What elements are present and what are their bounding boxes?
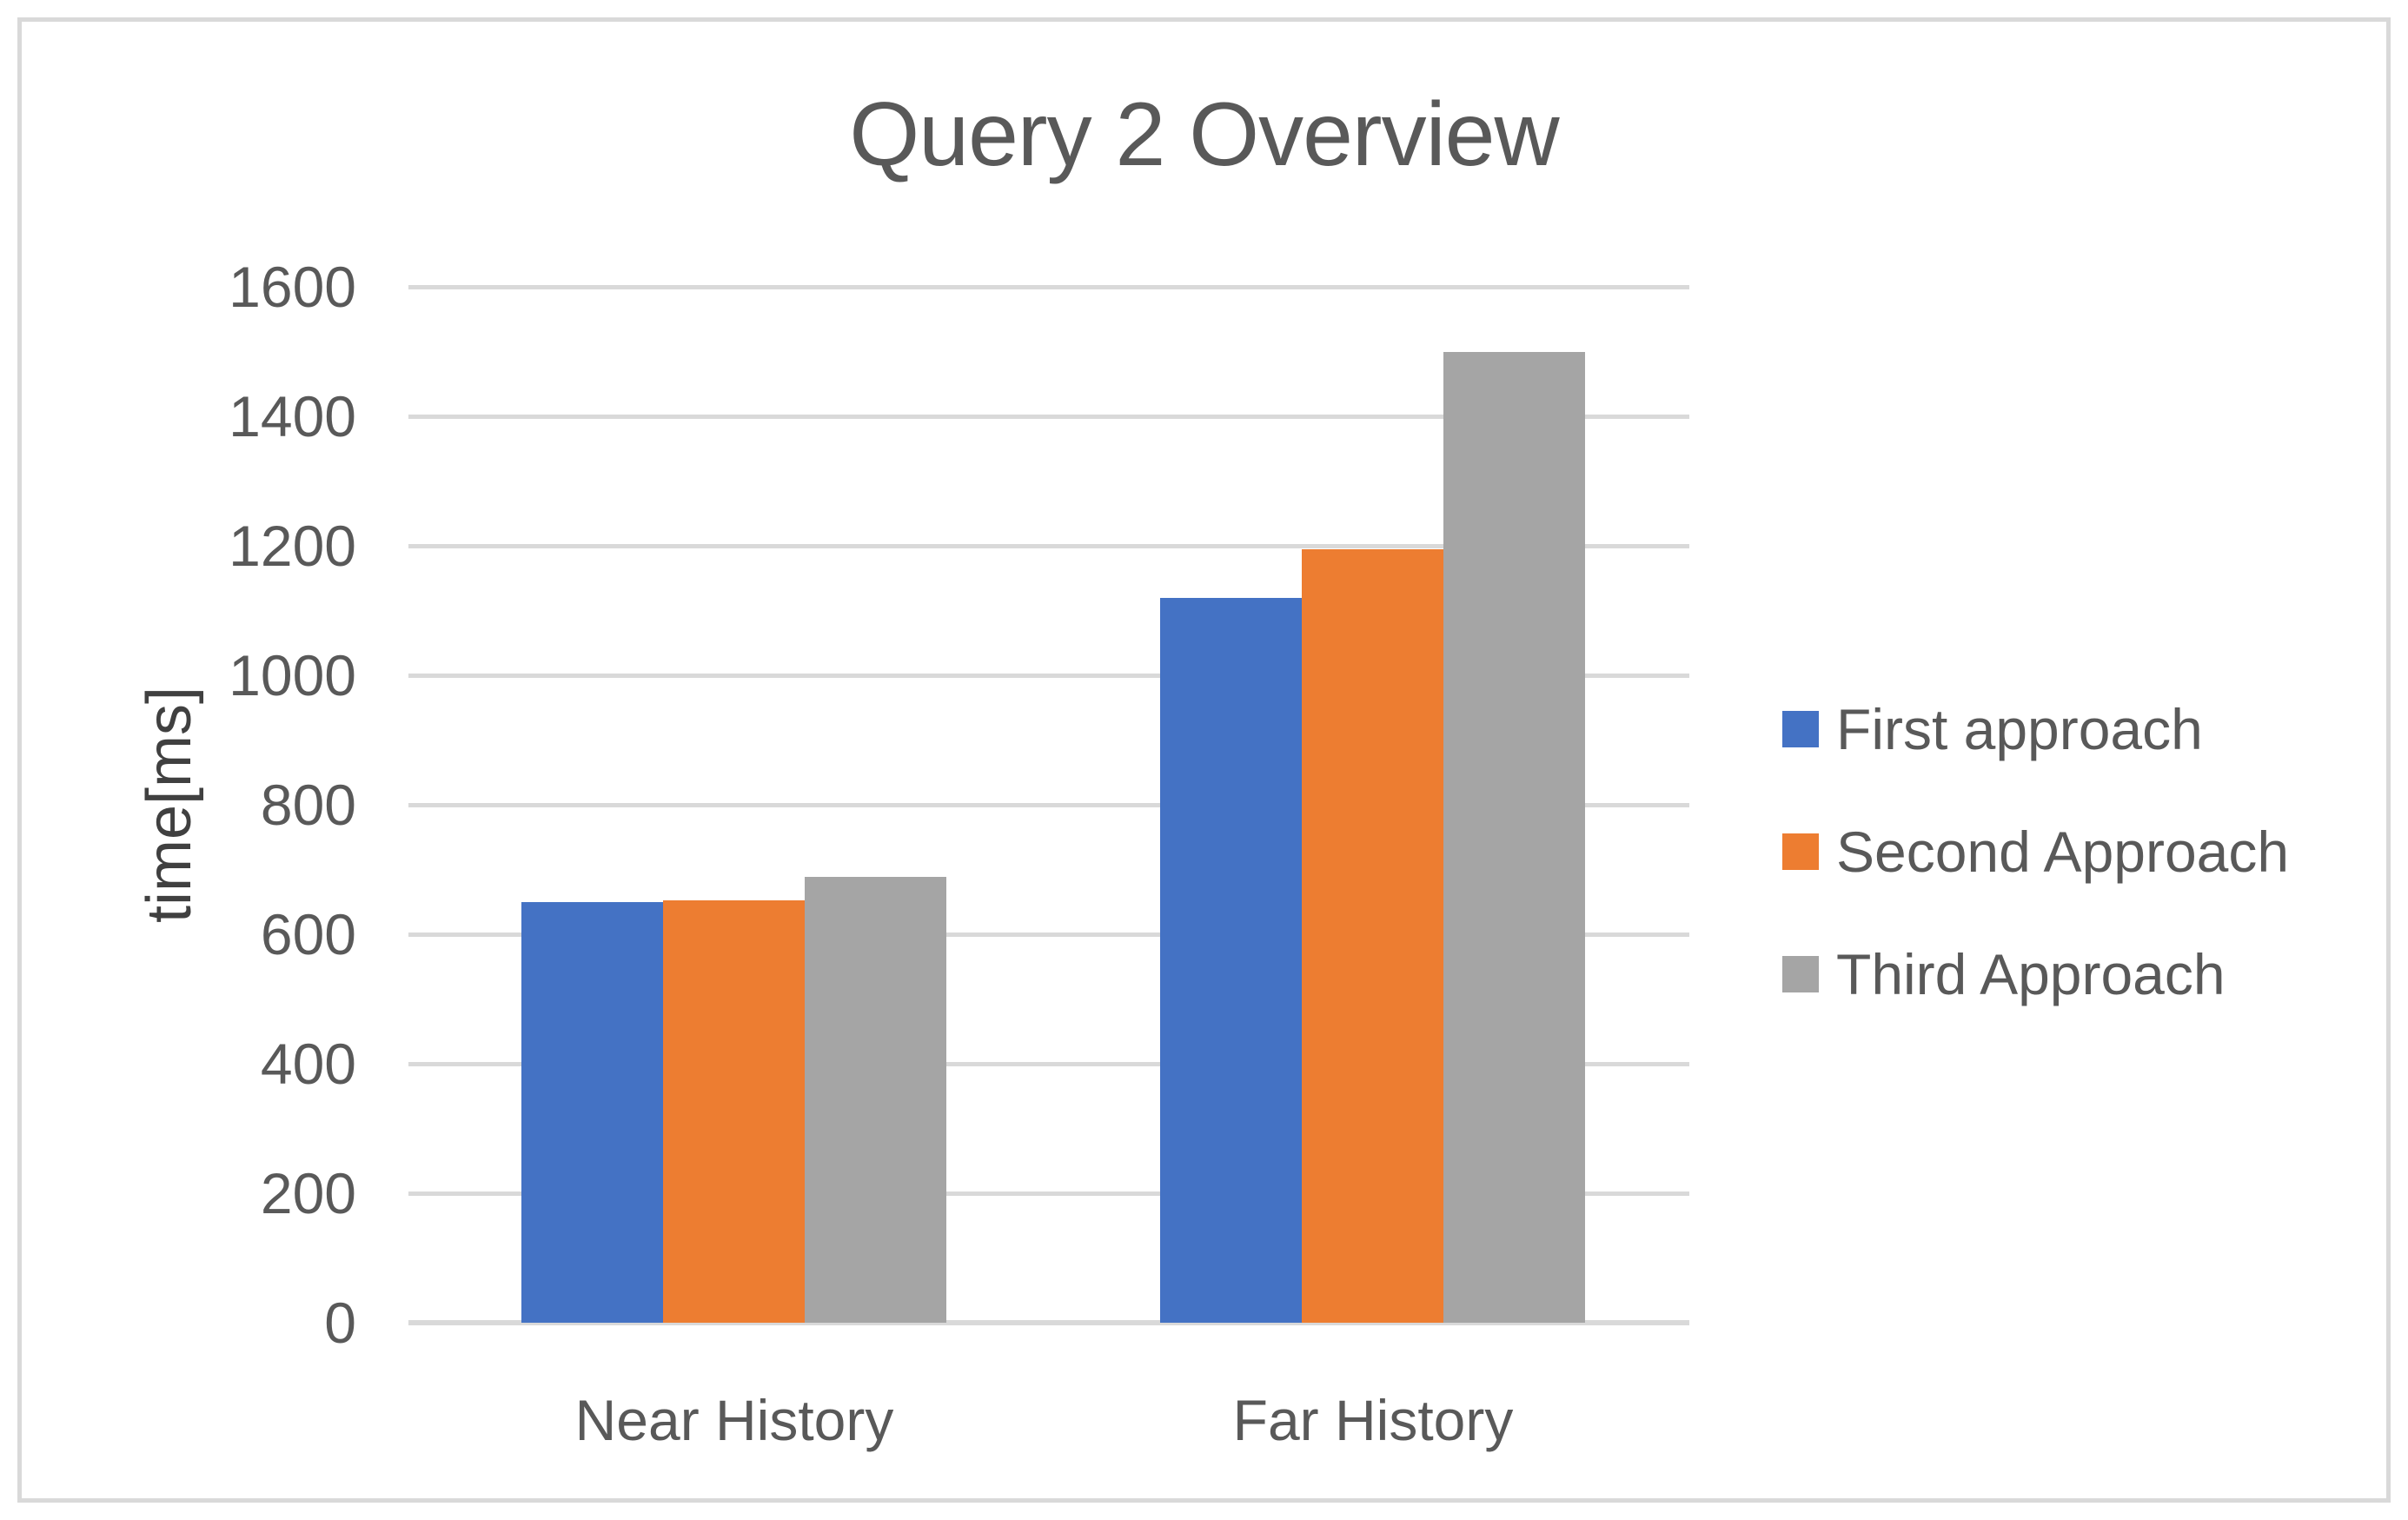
x-axis-label-far-history: Far History [1232,1388,1514,1452]
legend-swatch-first-approach [1782,711,1819,747]
y-tick-label-800: 800 [260,773,356,837]
gridline-800 [408,802,1689,807]
y-tick-label-1400: 1400 [229,384,356,448]
legend-item-first-approach: First approach [1782,696,2203,762]
x-axis-line [408,1320,1689,1325]
bar-near-history-first-approach [521,901,663,1323]
gridline-1200 [408,543,1689,548]
gridline-400 [408,1061,1689,1066]
y-tick-label-1200: 1200 [229,514,356,578]
bar-far-history-third-approach [1443,351,1585,1323]
legend-label: First approach [1836,697,2203,761]
y-tick-label-400: 400 [260,1032,356,1096]
y-tick-label-1600: 1600 [229,255,356,319]
legend-label: Third Approach [1836,942,2226,1006]
chart-title: Query 2 Overview [849,84,1559,185]
bar-near-history-third-approach [805,877,946,1323]
plot-area [408,284,1689,1325]
y-axis-ticks: 0 200 400 600 800 1000 1200 1400 1600 [130,0,356,1520]
y-tick-label-0: 0 [324,1291,356,1355]
y-tick-label-1000: 1000 [229,643,356,707]
legend-swatch-third-approach [1782,956,1819,992]
bar-far-history-first-approach [1160,597,1302,1323]
gridline-1600 [408,284,1689,289]
bar-near-history-second-approach [663,900,805,1323]
gridline-600 [408,932,1689,937]
legend-item-second-approach: Second Approach [1782,819,2289,885]
x-axis-label-near-history: Near History [574,1388,894,1452]
gridline-1400 [408,414,1689,419]
legend-swatch-second-approach [1782,833,1819,870]
legend-item-third-approach: Third Approach [1782,941,2226,1007]
legend: First approach Second Approach Third App… [1782,0,2391,1520]
legend-label: Second Approach [1836,820,2290,884]
y-tick-label-600: 600 [260,902,356,966]
gridline-200 [408,1191,1689,1196]
y-tick-label-200: 200 [260,1161,356,1225]
gridline-1000 [408,673,1689,678]
bar-far-history-second-approach [1302,548,1443,1323]
